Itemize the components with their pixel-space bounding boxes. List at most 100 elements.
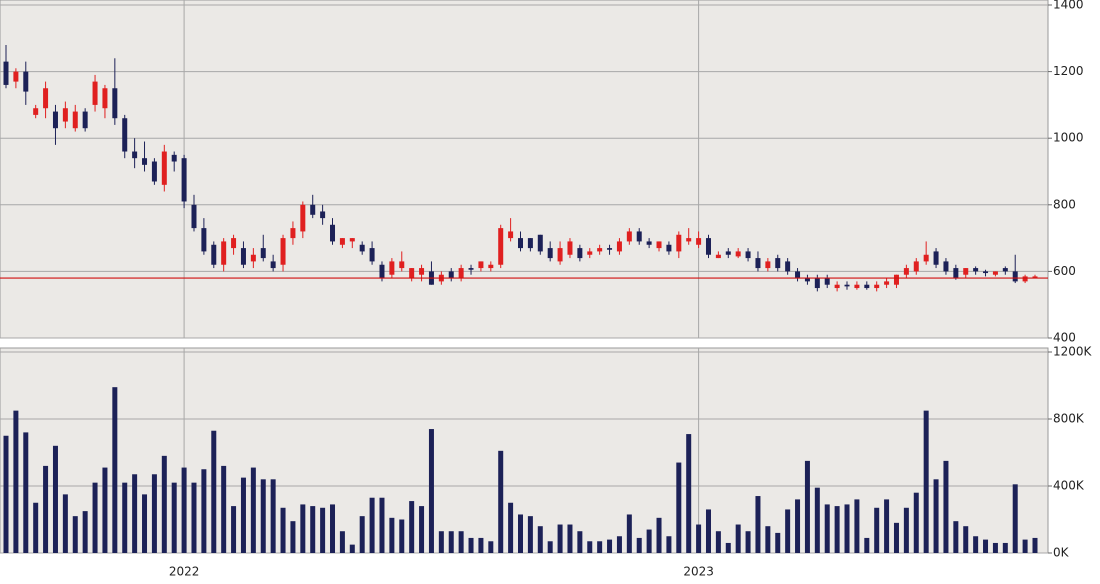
volume-bar (132, 474, 138, 553)
volume-bar (82, 511, 88, 553)
volume-bar (597, 541, 603, 553)
volume-bar (933, 479, 939, 553)
volume-bar (1032, 537, 1038, 553)
candle-body (448, 271, 454, 279)
volume-bar (795, 499, 801, 553)
volume-bar (488, 541, 494, 553)
candle-body (626, 231, 632, 242)
volume-bar (339, 531, 345, 553)
volume-bar (349, 544, 355, 553)
candle-body (379, 264, 385, 279)
candle-body (636, 231, 642, 242)
candle-body (646, 241, 652, 245)
candle-body (221, 241, 227, 265)
candle-body (1012, 271, 1018, 282)
candle-body (181, 158, 187, 202)
volume-bar (705, 509, 711, 553)
candle-body (983, 271, 989, 274)
volume-bar (122, 482, 128, 553)
volume-bar (1012, 484, 1018, 553)
candle-body (785, 261, 791, 272)
candle-body (893, 274, 899, 285)
candle-body (211, 244, 217, 265)
candle-body (527, 238, 533, 249)
candle-body (903, 268, 909, 275)
candle-body (419, 268, 425, 275)
candle-body (686, 238, 692, 242)
y-tick-label: 1400 (1053, 0, 1084, 12)
volume-bar (290, 521, 296, 553)
volume-bar (854, 499, 860, 553)
candle-body (656, 241, 662, 249)
volume-bar (518, 514, 523, 553)
volume-bar (438, 531, 444, 553)
y-tick-label: 800 (1053, 197, 1076, 211)
candle-body (13, 71, 19, 82)
volume-bar (498, 450, 504, 553)
volume-bar (913, 492, 919, 553)
volume-bar (310, 506, 316, 553)
volume-bar (923, 410, 929, 553)
y-tick-label: 600 (1053, 264, 1076, 278)
candle-body (151, 161, 157, 182)
volume-bar (369, 497, 375, 553)
candle-body (755, 258, 761, 269)
volume-bar (864, 537, 870, 553)
candle-body (953, 268, 959, 279)
candle-body (567, 241, 573, 255)
volume-bar (161, 455, 167, 553)
volume-bar (963, 526, 969, 553)
candle-body (409, 268, 415, 279)
volume-bar (92, 482, 98, 553)
candle-body (33, 108, 39, 115)
candle-body (3, 61, 9, 85)
volume-bar (389, 517, 395, 553)
y-tick-label: 800K (1053, 412, 1085, 426)
volume-bar (646, 529, 652, 553)
candle-body (201, 228, 207, 252)
volume-bar (903, 507, 909, 553)
candle-body (705, 238, 711, 255)
candle-body (142, 158, 148, 165)
y-tick-label: 1200 (1053, 64, 1084, 78)
volume-bar (616, 536, 622, 553)
candle-body (171, 154, 177, 162)
candle-body (992, 271, 998, 275)
volume-bar (874, 507, 880, 553)
volume-bar (785, 509, 791, 553)
candle-body (349, 238, 355, 242)
volume-bar (626, 514, 632, 553)
candle-body (607, 248, 613, 250)
volume-bar (577, 531, 583, 553)
volume-bar (112, 387, 118, 553)
y-tick-label: 1200K (1053, 345, 1093, 359)
volume-bar (409, 501, 415, 553)
candle-body (82, 111, 88, 129)
volume-bar (834, 506, 840, 553)
volume-bar (151, 474, 157, 553)
volume-bar (320, 507, 326, 553)
candle-body (23, 71, 29, 92)
candle-body (330, 224, 336, 242)
candle-body (676, 234, 682, 252)
volume-bar (814, 487, 820, 553)
volume-bar (666, 536, 672, 553)
volume-bar (201, 469, 207, 553)
volume-bar (211, 430, 217, 553)
volume-bar (696, 524, 702, 553)
x-tick-label: 2023 (683, 565, 714, 579)
volume-bar (636, 537, 642, 553)
candle-body (310, 204, 316, 215)
volume-bar (893, 522, 899, 553)
candle-body (537, 234, 543, 252)
volume-bar (844, 504, 850, 553)
candle-body (824, 278, 830, 285)
volume-bar (508, 502, 514, 553)
volume-bar (142, 494, 148, 553)
volume-bar (943, 460, 949, 553)
volume-bar (250, 467, 256, 553)
candle-body (795, 271, 801, 279)
candle-body (250, 254, 256, 262)
candle-body (577, 248, 583, 259)
